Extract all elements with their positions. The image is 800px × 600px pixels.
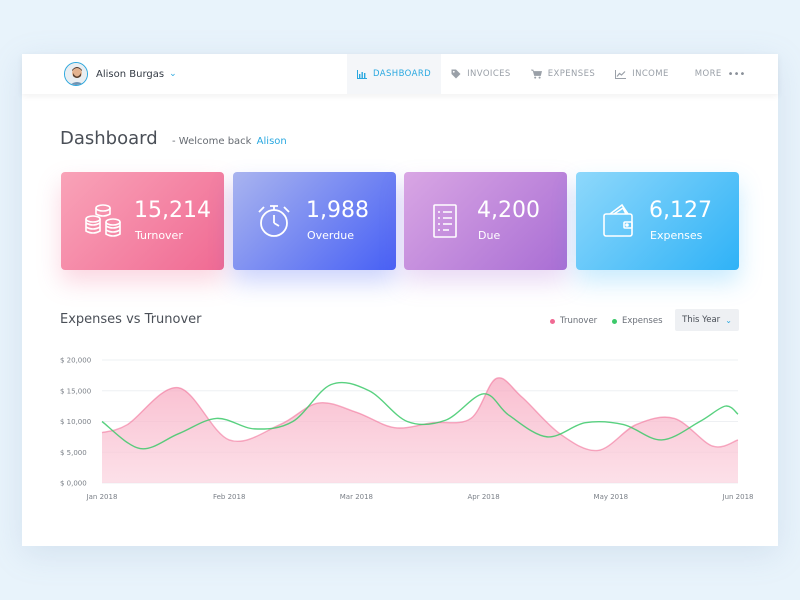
user-name[interactable]: Alison Burgas (96, 68, 165, 80)
cart-icon (530, 69, 542, 79)
x-tick-label: Jan 2018 (86, 493, 118, 501)
series-area-trunover (102, 377, 738, 483)
avatar[interactable] (64, 62, 88, 86)
welcome-prefix: - Welcome back (172, 136, 252, 147)
chevron-down-icon[interactable]: ⌄ (169, 69, 177, 79)
user-menu[interactable]: Alison Burgas ⌄ (64, 62, 177, 86)
chevron-down-icon: ⌄ (725, 315, 732, 325)
stat-turnover-label: Turnover (135, 229, 183, 242)
nav-income[interactable]: INCOME (605, 54, 679, 94)
document-list-icon (433, 204, 457, 238)
nav-invoices[interactable]: INVOICES (441, 54, 521, 94)
page-title: Dashboard (60, 128, 158, 149)
nav-expenses-label: EXPENSES (547, 69, 596, 79)
app-window: Alison Burgas ⌄ DASHBOARD INVOICES (22, 54, 778, 546)
nav-invoices-label: INVOICES (467, 69, 511, 79)
period-select-value: This Year (682, 315, 721, 325)
stat-turnover-value: 15,214 (134, 198, 211, 223)
stat-due-label: Due (478, 229, 501, 242)
wallet-icon (603, 203, 633, 237)
series-line-expenses (101, 381, 739, 450)
stat-expenses-label: Expenses (650, 229, 703, 242)
stat-overdue-value: 1,988 (306, 198, 369, 223)
bar-chart-icon (357, 69, 367, 79)
dots-icon: ••• (727, 68, 746, 80)
top-navigation: Alison Burgas ⌄ DASHBOARD INVOICES (22, 54, 778, 94)
x-tick-label: Feb 2018 (213, 493, 245, 501)
series-line-trunover (101, 377, 739, 452)
nav-dashboard[interactable]: DASHBOARD (347, 54, 442, 94)
coins-icon (85, 204, 121, 237)
stat-card-turnover[interactable]: 15,214 Turnover (61, 172, 224, 270)
period-select[interactable]: This Year ⌄ (675, 309, 739, 331)
stat-card-due[interactable]: 4,200 Due (404, 172, 567, 270)
stopwatch-icon (258, 205, 290, 237)
stat-overdue-label: Overdue (307, 229, 354, 242)
nav-expenses[interactable]: EXPENSES (521, 54, 605, 94)
main-nav: DASHBOARD INVOICES EXPENSES (347, 54, 755, 94)
chart-title: Expenses vs Trunover (60, 312, 202, 327)
stat-due-value: 4,200 (477, 198, 540, 223)
x-tick-label: Apr 2018 (468, 493, 500, 501)
line-chart-icon (615, 69, 627, 79)
welcome-name[interactable]: Alison (256, 136, 287, 147)
x-tick-label: May 2018 (594, 493, 629, 501)
expenses-vs-turnover-chart: $ 0,000 $ 5,000 $ 10,000 $ 15,000 $ 20,000 Ja… (60, 357, 754, 502)
x-tick-label: Jun 2018 (722, 493, 754, 501)
legend-item-trunover[interactable]: Trunover (550, 316, 597, 326)
y-tick-label: $ 15,000 (60, 387, 91, 395)
nav-income-label: INCOME (632, 69, 669, 79)
legend-trunover-label: Trunover (560, 316, 598, 326)
legend-trunover-dot (550, 318, 555, 324)
stat-card-expenses[interactable]: 6,127 Expenses (576, 172, 739, 270)
nav-more-label: MORE (694, 69, 722, 79)
y-tick-label: $ 0,000 (60, 480, 87, 488)
y-tick-label: $ 10,000 (60, 418, 91, 426)
x-tick-label: Mar 2018 (340, 493, 373, 501)
nav-dashboard-label: DASHBOARD (373, 69, 432, 79)
y-tick-label: $ 20,000 (60, 357, 91, 365)
stat-card-overdue[interactable]: 1,988 Overdue (233, 172, 396, 270)
legend-expenses-dot (612, 318, 617, 324)
stat-expenses-value: 6,127 (649, 198, 712, 223)
legend-item-expenses[interactable]: Expenses (612, 316, 663, 326)
tag-icon (451, 69, 461, 79)
y-tick-label: $ 5,000 (60, 449, 87, 457)
nav-more[interactable]: MORE ••• (679, 54, 756, 94)
welcome-message: - Welcome back Alison (172, 136, 287, 147)
legend-expenses-label: Expenses (622, 316, 663, 326)
